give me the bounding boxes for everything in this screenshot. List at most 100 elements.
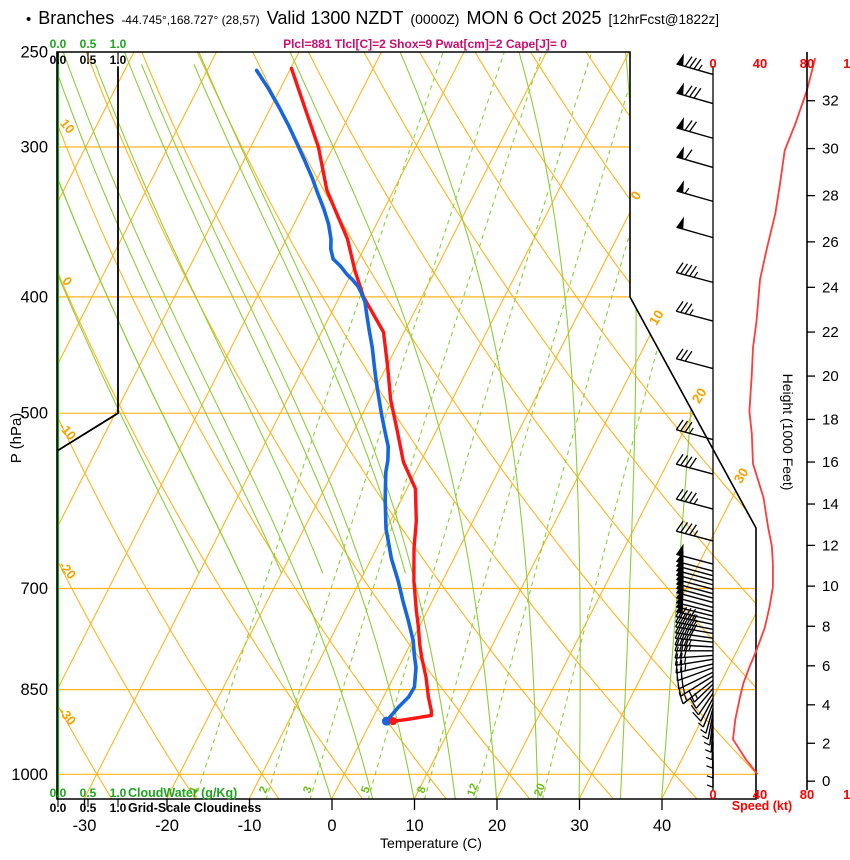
pressure-tick-label: 700 — [20, 580, 48, 598]
barb-full — [689, 86, 698, 98]
barb-full — [680, 674, 684, 687]
barb-full — [674, 633, 681, 646]
dewpoint-curve — [254, 68, 418, 723]
barb-full — [689, 457, 697, 469]
surface-markers — [381, 716, 397, 726]
isotherm-line — [57, 52, 135, 799]
cloudwater-axis-title: CloudWater (g/Kg) — [128, 786, 237, 800]
height-tick-label: 20 — [822, 368, 839, 385]
wind-barb-staff — [705, 708, 714, 734]
dry-adiabat-line — [57, 52, 364, 799]
barb-full — [679, 622, 687, 634]
barb-full — [688, 618, 696, 630]
temperature-axis-title: Temperature (C) — [380, 835, 482, 851]
pressure-tick-label: 500 — [20, 405, 48, 423]
barb-half — [704, 749, 712, 753]
barb-full — [675, 348, 684, 360]
barb-full — [675, 453, 684, 465]
wind-barb — [676, 180, 714, 203]
moist-adiabat-line — [518, 52, 581, 799]
moist-adiabat-line — [94, 64, 324, 574]
barb-full — [684, 456, 693, 467]
height-tick-label: 22 — [822, 324, 839, 341]
surface-temperature-dot — [388, 717, 397, 726]
moist-adiabat-line — [57, 64, 241, 574]
barb-full — [675, 661, 678, 674]
barb-full — [689, 697, 697, 709]
wind-barb — [689, 687, 714, 709]
wind-barb-staff — [676, 127, 714, 139]
wind-barb — [678, 679, 714, 705]
barb-full — [678, 639, 685, 652]
wind-speed-line — [732, 57, 817, 775]
isotherm-line — [248, 52, 630, 799]
barb-half — [689, 309, 694, 316]
barb-full — [684, 491, 693, 502]
cloudiness-scale-label-top: 0.0 — [50, 53, 67, 67]
speed-tick-label-bottom: 40 — [753, 787, 767, 802]
dry-adiabat-line — [57, 52, 281, 799]
cloud-profiles — [57, 52, 119, 799]
speed-tick-label-top: 120 — [843, 56, 850, 71]
barb-full — [674, 627, 681, 639]
wind-barb-staff — [693, 683, 714, 703]
mixing-ratio-label: 8 — [415, 784, 429, 795]
isotherm-line — [57, 52, 217, 799]
speed-tick-label-top: 40 — [753, 56, 767, 71]
wind-barb — [675, 348, 714, 370]
wind-barb — [675, 520, 714, 542]
barb-full — [679, 627, 686, 639]
wind-barb — [676, 146, 714, 169]
wind-barb — [697, 702, 714, 728]
height-tick-label: 8 — [822, 618, 830, 635]
mixing-ratio-label: 12 — [465, 782, 481, 798]
wind-barb-staff — [677, 667, 714, 682]
barb-half — [706, 775, 714, 779]
height-axis-title: Height (1000 Feet) — [780, 374, 796, 491]
barb-full — [689, 121, 698, 132]
barb-full — [675, 488, 684, 500]
wind-barb — [690, 692, 714, 716]
wind-barb — [676, 53, 714, 76]
wind-barb — [675, 453, 714, 475]
barb-full — [690, 704, 699, 716]
barb-full — [679, 616, 687, 628]
wind-barb-staff — [675, 663, 714, 674]
barb-full — [684, 120, 693, 131]
dry-adiabat-line — [641, 52, 756, 799]
mixing-ratio-label: 3 — [301, 785, 314, 795]
wind-barb — [675, 659, 714, 674]
isotherm-line — [578, 52, 756, 799]
barb-full — [679, 652, 683, 665]
wind-barb-staff — [709, 719, 714, 746]
temperature-curve — [289, 66, 434, 723]
dry-adiabat-line — [85, 52, 531, 799]
barb-pennant — [676, 146, 684, 159]
forecast-tag: [12hrFcst@1822z] — [608, 12, 720, 27]
barb-half — [693, 271, 699, 278]
mixing-ratio-label: 1 — [187, 784, 201, 795]
wind-speed-curve — [732, 57, 817, 775]
barb-pennant — [676, 117, 684, 130]
mixing-ratio-line — [194, 52, 444, 799]
barb-full — [680, 490, 689, 501]
dry-adiabat-label: -20 — [56, 558, 80, 582]
barb-half — [706, 765, 713, 769]
height-tick-label: 2 — [822, 735, 830, 752]
wind-barb — [676, 216, 714, 239]
barb-full — [683, 628, 691, 640]
barb-full — [683, 634, 690, 646]
barb-full — [688, 628, 695, 640]
barb-half — [705, 756, 713, 761]
wind-barb-staff — [676, 358, 714, 370]
mixing-ratio-line — [474, 52, 684, 799]
wind-barb-staff — [680, 675, 714, 697]
barb-full — [689, 265, 697, 277]
height-tick-label: 24 — [822, 279, 839, 296]
valid-date: MON 6 Oct 2025 — [466, 8, 602, 28]
barb-full — [683, 645, 689, 658]
pressure-axis-title: P (hPa) — [8, 413, 25, 464]
barb-full — [680, 455, 689, 466]
